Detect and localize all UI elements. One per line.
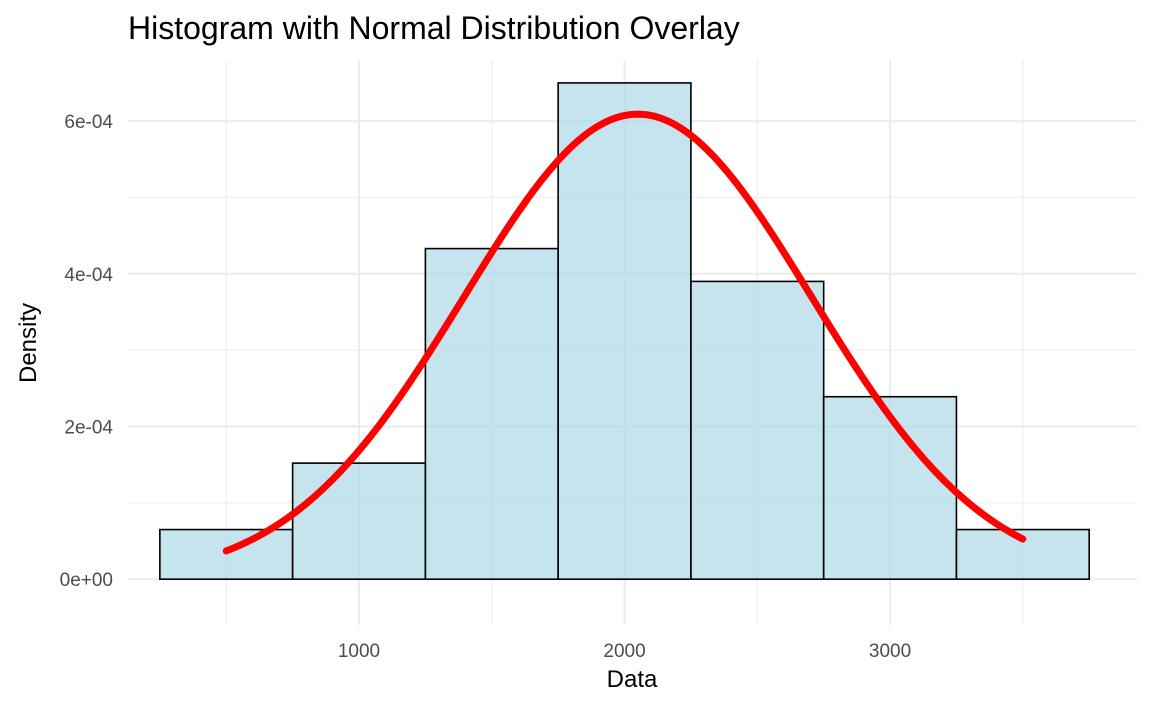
chart-title: Histogram with Normal Distribution Overl… bbox=[128, 10, 740, 46]
histogram-bar bbox=[424, 247, 559, 580]
histogram-bar bbox=[955, 528, 1091, 580]
histogram-bar bbox=[822, 395, 958, 580]
y-tick-label: 6e-04 bbox=[64, 112, 113, 133]
y-axis-title: Density bbox=[15, 302, 42, 384]
x-axis-title: Data bbox=[606, 666, 658, 693]
x-tick-label: 3000 bbox=[869, 641, 911, 662]
x-tick-labels: 1000 2000 3000 bbox=[338, 641, 911, 662]
normal-curve bbox=[222, 110, 1027, 555]
histogram-bars bbox=[159, 82, 1091, 580]
y-tick-labels: 0e+00 2e-04 4e-04 6e-04 bbox=[60, 112, 114, 591]
y-tick-label: 2e-04 bbox=[64, 417, 113, 438]
normal-curve-layer bbox=[222, 110, 1027, 555]
histogram-bar bbox=[291, 462, 427, 580]
y-tick-label: 0e+00 bbox=[60, 570, 113, 591]
y-tick-label: 4e-04 bbox=[64, 265, 113, 286]
x-tick-label: 2000 bbox=[603, 641, 645, 662]
x-tick-label: 1000 bbox=[338, 641, 380, 662]
histogram-bar bbox=[690, 280, 825, 580]
histogram-bar bbox=[557, 82, 692, 580]
